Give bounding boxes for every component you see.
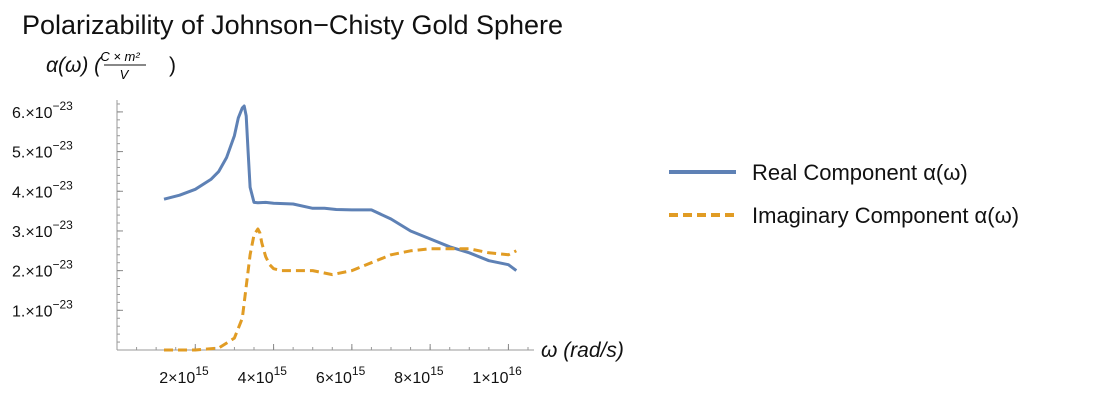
y-tick-label: 5.×10−23 (12, 139, 73, 162)
y-tick-label: 6.×10−23 (12, 99, 73, 122)
y-tick-label: 4.×10−23 (12, 178, 73, 201)
y-tick-label: 3.×10−23 (12, 218, 73, 241)
chart-title: Polarizability of Johnson−Chisty Gold Sp… (22, 10, 563, 40)
y-ticks: 1.×10−23 2.×10−23 3.×10−23 4.×10−23 5.×10−23… (12, 99, 123, 320)
series-layer (163, 104, 518, 352)
x-tick-label: 1×1016 (472, 364, 522, 387)
legend: Real Component α(ω) Imaginary Component α… (669, 160, 1019, 228)
legend-label-real: Real Component α(ω) (752, 160, 968, 185)
y-tick-label: 1.×10−23 (12, 297, 73, 320)
imaginary-component-line (164, 227, 517, 352)
x-tick-label: 6×1015 (316, 364, 366, 387)
x-axis-label: ω (rad/s) (541, 339, 624, 362)
x-tick-label: 2×1015 (159, 364, 209, 387)
y-axis-label-denominator: V (120, 67, 130, 82)
y-axis-label-numerator: C × m² (100, 49, 140, 64)
x-tick-label: 4×1015 (238, 364, 288, 387)
y-axis-label-prefix: α(ω) ( (46, 54, 103, 77)
legend-label-imaginary: Imaginary Component α(ω) (752, 203, 1019, 228)
y-axis-label: α(ω) ( C × m² V ) (46, 49, 176, 82)
x-tick-label: 8×1015 (394, 364, 444, 387)
axes (116, 100, 534, 351)
real-component-line (163, 104, 518, 272)
y-tick-label: 2.×10−23 (12, 258, 73, 281)
y-axis-label-suffix: ) (169, 54, 176, 77)
